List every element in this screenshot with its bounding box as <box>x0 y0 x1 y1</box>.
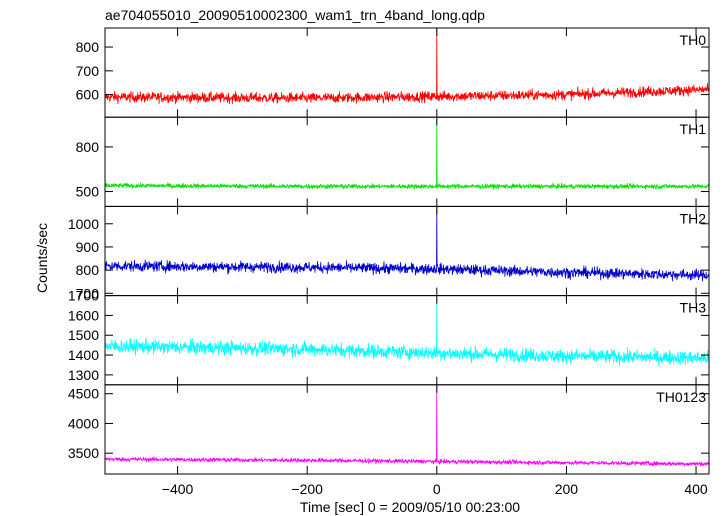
x-tick-label: 0 <box>433 481 441 497</box>
y-axis-label: Counts/sec <box>34 223 50 293</box>
x-tick-label: −200 <box>291 481 323 497</box>
chart-title: ae704055010_20090510002300_wam1_trn_4ban… <box>105 7 485 23</box>
y-tick-label: 800 <box>76 39 100 55</box>
y-tick-label: 900 <box>76 239 100 255</box>
x-tick-label: 400 <box>684 481 708 497</box>
panel-label-th2: TH2 <box>680 210 707 226</box>
x-tick-label: 200 <box>555 481 579 497</box>
panel-label-th0: TH0 <box>680 32 707 48</box>
y-tick-label: 600 <box>76 87 100 103</box>
y-tick-label: 1300 <box>68 367 99 383</box>
y-tick-label: 4500 <box>68 386 99 402</box>
y-tick-label: 800 <box>76 139 100 155</box>
panel-label-th3: TH3 <box>680 300 707 316</box>
series-line-th3 <box>105 295 709 367</box>
series-line-th2 <box>105 206 709 282</box>
series-line-th0 <box>105 28 709 105</box>
x-axis: −400 −200 0 200 400 <box>162 481 708 497</box>
y-tick-label: 700 <box>76 285 100 301</box>
panel-th0123: 3500 4000 4500 TH0123 <box>68 384 710 475</box>
x-axis-label: Time [sec] 0 = 2009/05/10 00:23:00 <box>300 499 520 515</box>
panels-group: 600 700 800 TH0 500 800 TH1 700 800 900 1000 TH2 130… <box>68 27 710 475</box>
y-tick-label: 1600 <box>68 307 99 323</box>
panel-frame <box>104 27 710 118</box>
panel-frame <box>104 116 710 207</box>
y-tick-label: 1400 <box>68 347 99 363</box>
panel-label-th0123: TH0123 <box>656 389 706 405</box>
panel-frame <box>104 384 710 475</box>
series-line-th0123 <box>105 384 709 468</box>
y-tick-label: 800 <box>76 262 100 278</box>
y-tick-label: 1700 <box>68 288 99 304</box>
y-tick-label: 1000 <box>68 216 99 232</box>
panel-frame <box>104 205 710 297</box>
panel-th0: 600 700 800 TH0 <box>76 27 710 118</box>
y-tick-label: 3500 <box>68 445 99 461</box>
panel-th3: 1300 1400 1500 1600 1700 TH3 <box>68 288 710 386</box>
panel-label-th1: TH1 <box>680 121 707 137</box>
panel-th1: 500 800 TH1 <box>76 116 710 207</box>
x-tick-label: −400 <box>162 481 194 497</box>
y-tick-label: 4000 <box>68 415 99 431</box>
panel-th2: 700 800 900 1000 TH2 <box>68 205 710 301</box>
y-tick-label: 700 <box>76 63 100 79</box>
panel-frame <box>104 295 710 386</box>
y-tick-label: 500 <box>76 184 100 200</box>
series-line-th1 <box>105 117 709 191</box>
y-tick-label: 1500 <box>68 327 99 343</box>
